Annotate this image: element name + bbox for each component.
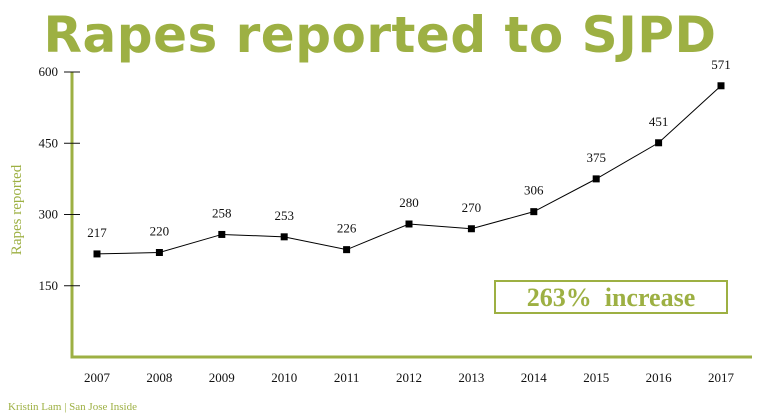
data-label: 571 xyxy=(711,57,731,72)
data-point xyxy=(343,246,351,254)
y-axis-label: Rapes reported xyxy=(9,164,25,255)
data-points xyxy=(93,82,725,258)
data-point xyxy=(467,225,475,233)
series-line xyxy=(96,85,722,255)
data-label: 226 xyxy=(337,221,357,236)
x-tick-label: 2014 xyxy=(521,370,548,385)
data-point xyxy=(717,82,725,90)
y-tick-label: 300 xyxy=(39,207,59,222)
data-label: 451 xyxy=(649,114,669,129)
credit-line: Kristin Lam | San Jose Inside xyxy=(8,401,137,413)
x-tick-label: 2011 xyxy=(334,370,360,385)
data-point xyxy=(280,233,288,241)
data-point xyxy=(655,139,663,147)
x-tick-label: 2015 xyxy=(583,370,609,385)
data-label: 258 xyxy=(212,205,232,220)
data-point xyxy=(530,208,538,216)
x-tick-label: 2012 xyxy=(396,370,422,385)
x-tick-label: 2007 xyxy=(84,370,111,385)
x-tick-label: 2016 xyxy=(646,370,673,385)
y-axis-ticks: 150 300 450 600 xyxy=(39,64,80,293)
data-label: 375 xyxy=(586,150,606,165)
data-point xyxy=(93,250,101,258)
x-tick-label: 2008 xyxy=(146,370,172,385)
data-label: 253 xyxy=(274,208,294,223)
data-label: 280 xyxy=(399,195,419,210)
y-tick-label: 600 xyxy=(39,64,59,79)
series-polyline xyxy=(96,85,722,255)
data-point xyxy=(592,175,600,183)
data-point xyxy=(155,249,163,256)
x-tick-label: 2010 xyxy=(271,370,297,385)
y-tick-label: 450 xyxy=(39,135,59,150)
callout-box xyxy=(494,280,728,314)
x-tick-label: 2017 xyxy=(708,370,735,385)
data-label: 270 xyxy=(462,200,482,215)
data-labels: 217 220 258 253 226 280 270 306 375 451 571 xyxy=(87,57,731,240)
chart-title: Rapes reported to SJPD xyxy=(43,6,717,64)
y-tick-label: 150 xyxy=(39,278,59,293)
x-tick-label: 2009 xyxy=(209,370,235,385)
data-label: 217 xyxy=(87,225,107,240)
callout-text: 263% increase xyxy=(527,283,696,312)
x-tick-label: 2013 xyxy=(458,370,484,385)
data-point xyxy=(405,220,413,228)
data-point xyxy=(218,230,226,238)
data-label: 306 xyxy=(524,183,544,198)
x-axis-ticks: 2007 2008 2009 2010 2011 2012 2013 2014 2015 2016… xyxy=(84,370,735,385)
data-label: 220 xyxy=(150,224,170,239)
increase-callout: 263% increase xyxy=(494,280,728,314)
